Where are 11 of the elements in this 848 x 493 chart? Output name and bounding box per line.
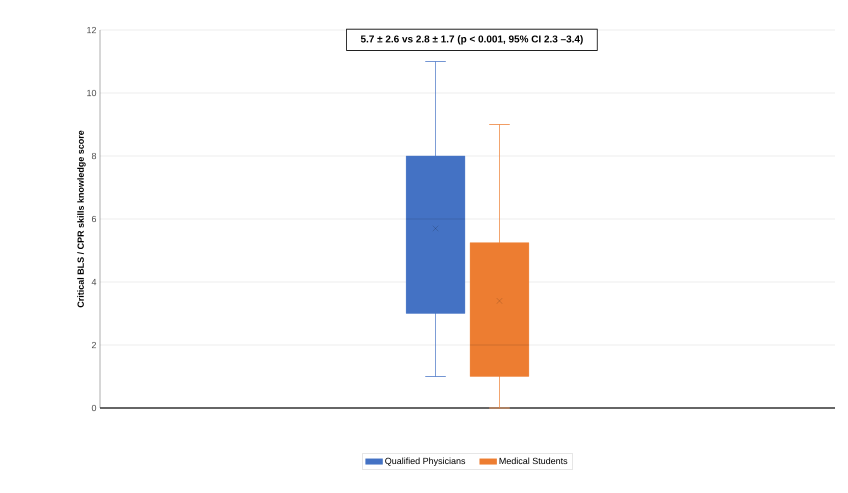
y-tick-label: 8 xyxy=(92,152,96,160)
y-tick-label: 6 xyxy=(92,216,96,222)
y-tick-label: 4 xyxy=(92,278,96,286)
y-tick-label: 12 xyxy=(87,26,96,34)
y-tick-label: 0 xyxy=(92,404,96,412)
annotation: 5.7 ± 2.6 vs 2.8 ± 1.7 (p < 0.001, 95% CI 2.3 –3.4) xyxy=(360,35,583,44)
legend-label: Qualified Physicians xyxy=(385,458,466,466)
y-axis-title: Critical BLS / CPR skills knowledge score xyxy=(77,130,86,308)
y-tick-label: 10 xyxy=(87,90,96,96)
y-tick-label: 2 xyxy=(92,342,96,348)
legend-label: Medical Students xyxy=(500,458,568,464)
